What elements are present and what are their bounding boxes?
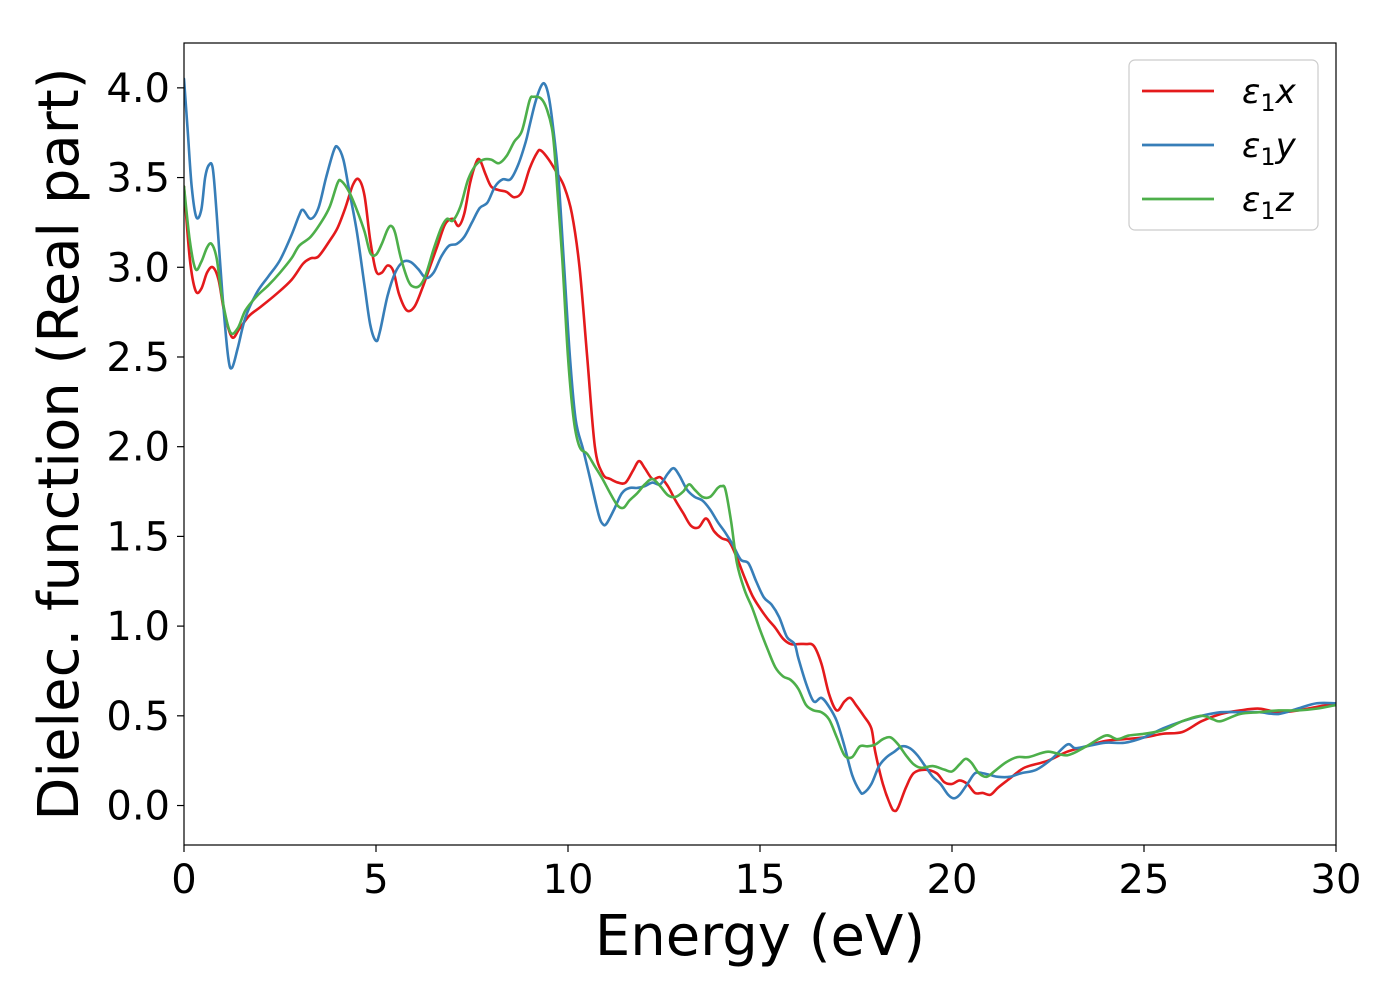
y-tick-label: 3.0	[106, 245, 170, 291]
y-tick-label: 1.5	[106, 514, 170, 560]
y-tick-label: 2.5	[106, 335, 170, 381]
y-tick-label: 2.0	[106, 425, 170, 471]
legend-frame	[1128, 59, 1319, 231]
series-layer	[184, 77, 1336, 813]
legend: ε1x ε1y ε1z	[1128, 59, 1319, 231]
x-tick-label: 10	[543, 857, 594, 903]
y-tick-label: 3.5	[106, 156, 170, 202]
y-tick-label: 1.0	[106, 604, 170, 650]
legend-label-z: ε1z	[1242, 180, 1295, 225]
x-tick-label: 0	[171, 857, 196, 903]
y-tick-label: 0.0	[106, 784, 170, 830]
legend-label-x: ε1x	[1242, 72, 1297, 117]
x-tick-label: 25	[1119, 857, 1170, 903]
y-axis-title: Dielec. function (Real part)	[27, 67, 92, 820]
x-tick-label: 15	[735, 857, 786, 903]
y-tick-label: 4.0	[106, 66, 170, 112]
ticks-layer: 0 5 10 15 20 25 30 0.0 0.5 1.0 1.5 2.0 2.5 3.0 3.5 4.0	[106, 66, 1361, 903]
series-line-y	[184, 77, 1336, 800]
x-axis-title: Energy (eV)	[595, 904, 925, 969]
x-tick-label: 30	[1311, 857, 1362, 903]
y-tick-label: 0.5	[106, 694, 170, 740]
x-tick-label: 20	[927, 857, 978, 903]
series-line-z	[184, 95, 1336, 779]
plot-frame	[183, 42, 1337, 846]
legend-label-y: ε1y	[1242, 126, 1297, 171]
x-tick-label: 5	[363, 857, 388, 903]
